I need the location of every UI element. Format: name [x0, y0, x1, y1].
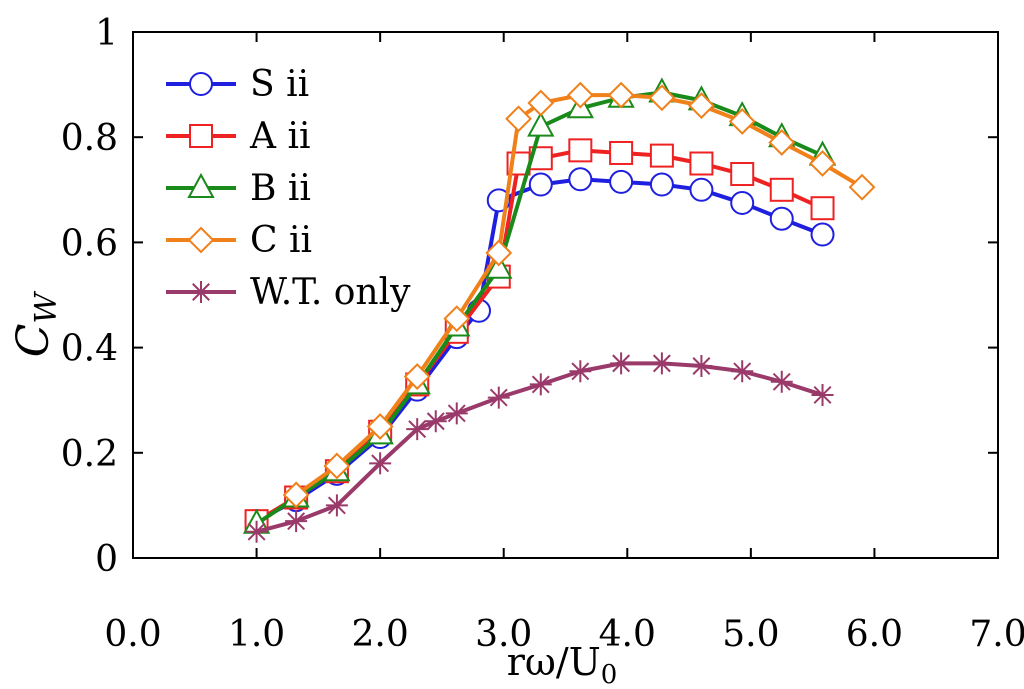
x-tick-label: 2.0 [352, 614, 409, 655]
data-point [529, 373, 552, 396]
data-point [648, 84, 676, 112]
data-point [731, 360, 754, 383]
legend-label: B ii [250, 168, 311, 209]
data-point [689, 177, 714, 202]
data-point [809, 150, 836, 177]
x-tick-label: 6.0 [846, 614, 903, 655]
data-point [366, 413, 394, 440]
y-tick-label: 0.2 [61, 434, 118, 475]
data-point [369, 452, 392, 475]
data-point [848, 173, 876, 201]
data-point [245, 520, 268, 543]
data-point [285, 510, 308, 533]
data-point [323, 452, 351, 480]
legend-label: C ii [250, 220, 312, 261]
data-point [282, 481, 310, 509]
data-point [728, 108, 756, 135]
data-point [689, 151, 714, 176]
data-point [424, 410, 447, 433]
data-point [650, 352, 673, 375]
x-axis-label-subscript: 0 [601, 660, 618, 689]
data-point [730, 162, 755, 187]
legend-label: A ii [249, 116, 310, 157]
legend-label: S ii [250, 64, 309, 105]
data-point [566, 81, 594, 109]
data-point [443, 305, 471, 333]
legend-item: B ii [166, 168, 311, 209]
y-tick-label: 0.4 [61, 329, 118, 370]
data-point [730, 190, 755, 215]
data-point [487, 386, 510, 409]
data-point [568, 167, 593, 192]
series-line [294, 93, 864, 497]
legend-label: W.T. only [250, 272, 411, 313]
data-point [610, 352, 633, 375]
data-point [649, 143, 674, 168]
legend-marker [189, 72, 213, 96]
data-point [445, 402, 468, 425]
x-axis-label-main: rω/U [507, 640, 601, 684]
data-point [811, 383, 834, 406]
x-tick-label: 7.0 [969, 614, 1024, 655]
y-tick-label: 1 [95, 13, 118, 54]
data-point [505, 105, 532, 133]
data-point [485, 239, 513, 267]
legend-item: C ii [166, 220, 312, 261]
data-point [769, 177, 794, 202]
y-axis-label-main: C [8, 324, 59, 358]
legend-marker [187, 226, 215, 254]
series-c-ii [282, 81, 876, 509]
data-point [527, 89, 555, 117]
data-point [406, 418, 429, 441]
data-point [569, 360, 592, 383]
legend-marker [187, 172, 215, 198]
y-axis-label: CW [8, 291, 64, 358]
data-point [810, 222, 835, 247]
series-line [256, 361, 824, 534]
data-point [568, 138, 593, 163]
x-tick-label: 0.0 [104, 614, 161, 655]
x-axis-label: rω/U0 [507, 640, 618, 689]
legend-item: W.T. only [166, 272, 411, 313]
data-point [768, 129, 796, 156]
data-point [769, 206, 794, 231]
legend-item: S ii [166, 64, 309, 105]
y-tick-label: 0.8 [61, 118, 118, 159]
data-point [485, 253, 513, 279]
data-point [325, 494, 348, 517]
data-point [690, 355, 713, 378]
x-tick-label: 5.0 [722, 614, 779, 655]
data-point [609, 169, 634, 194]
data-point [607, 81, 635, 109]
data-point [528, 172, 553, 197]
x-tick-label: 1.0 [228, 614, 285, 655]
data-point [688, 92, 715, 120]
legend-marker [189, 124, 213, 148]
data-point [810, 196, 835, 221]
series-w-t-only [245, 352, 834, 543]
y-axis-label-subscript: W [29, 291, 64, 324]
data-point [770, 370, 793, 393]
y-tick-label: 0 [95, 539, 118, 580]
data-point [527, 111, 555, 137]
x-tick-label: 3.0 [475, 614, 532, 655]
y-tick-label: 0.6 [61, 223, 118, 264]
data-point [649, 172, 674, 197]
legend-item: A ii [166, 116, 310, 157]
data-point [403, 363, 431, 390]
legend-marker [190, 281, 212, 303]
legend: S ii A ii B ii C ii W.T. only [166, 64, 411, 313]
plot-frame [132, 31, 999, 559]
x-tick-label: 4.0 [599, 614, 656, 655]
data-point [609, 140, 634, 165]
